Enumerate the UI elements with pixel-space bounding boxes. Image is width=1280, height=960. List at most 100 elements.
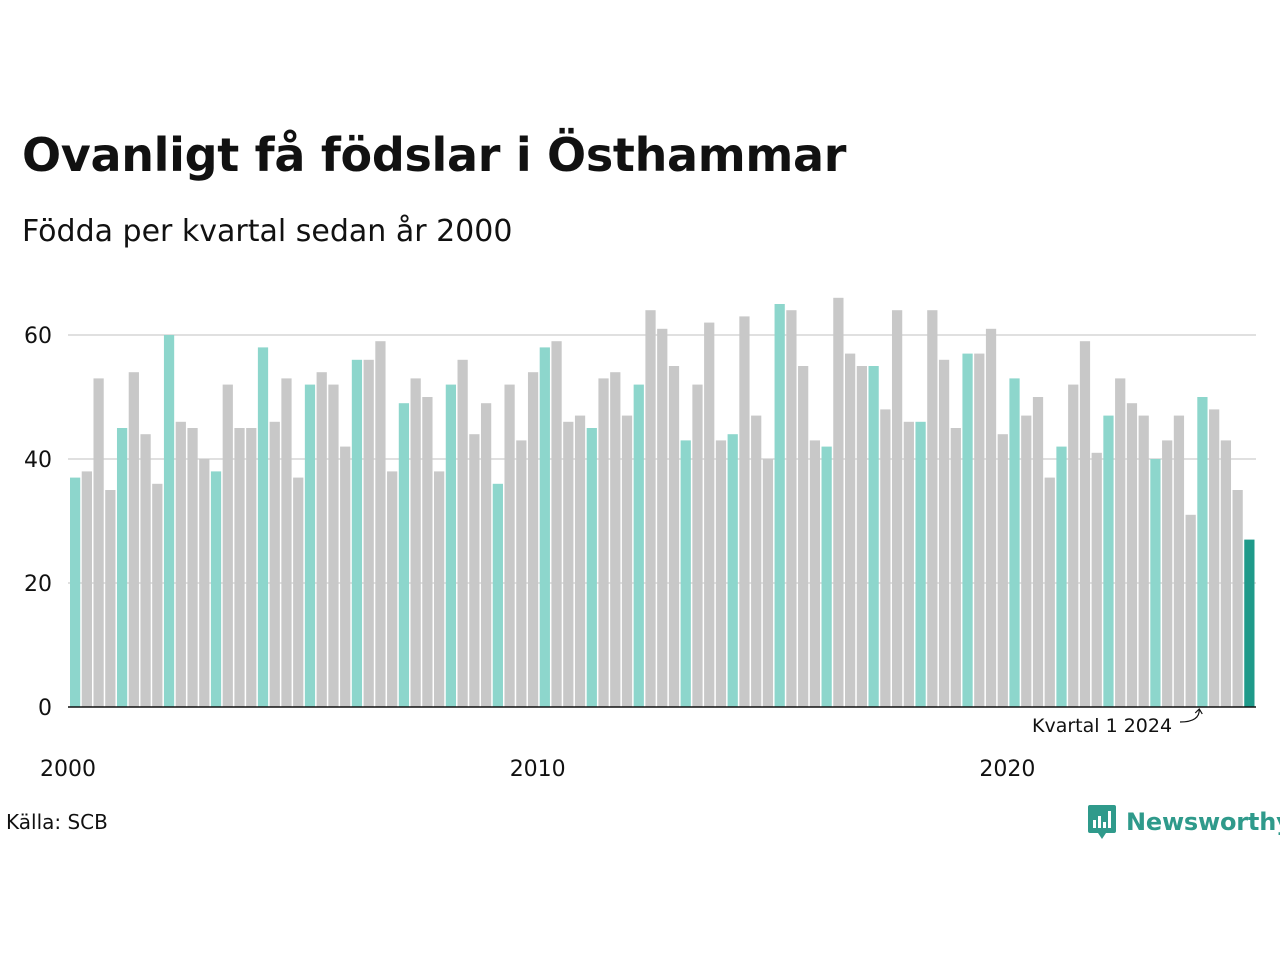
bar (387, 471, 398, 707)
bar (304, 384, 316, 707)
bar (81, 471, 92, 707)
bar (727, 434, 738, 707)
bar (657, 328, 668, 707)
bar (375, 341, 386, 707)
bar (1103, 415, 1114, 707)
bar (833, 297, 844, 707)
axes: 0 20 40 60 2000 2010 2020 (24, 324, 1256, 782)
bar (469, 434, 480, 707)
bar (1126, 403, 1138, 707)
bar (645, 310, 656, 707)
bar (586, 428, 597, 707)
bar (1079, 341, 1091, 707)
bar (398, 403, 410, 707)
bars (70, 297, 1255, 707)
bar (316, 372, 327, 707)
bar (610, 372, 621, 707)
bar (257, 347, 269, 707)
bar (903, 421, 914, 707)
bar (222, 384, 233, 707)
bar (715, 440, 727, 707)
bar (410, 378, 421, 707)
bar (128, 372, 139, 707)
bar (927, 310, 938, 707)
bar (1091, 452, 1102, 707)
x-tick-label: 2010 (510, 757, 566, 782)
bar (704, 322, 715, 707)
bar (621, 415, 633, 707)
bar (516, 440, 527, 707)
bar (199, 459, 210, 707)
bar (269, 421, 280, 707)
bar (1173, 415, 1185, 707)
annotation-label: Kvartal 1 2024 (1032, 715, 1172, 737)
bar (1150, 459, 1161, 707)
bar (504, 384, 515, 707)
bar (798, 366, 809, 707)
bar (774, 304, 785, 707)
bar (598, 378, 609, 707)
y-tick-label: 40 (24, 448, 52, 473)
bar (234, 428, 245, 707)
bar (210, 471, 222, 707)
bar (457, 359, 468, 707)
bar (70, 477, 81, 707)
bar (152, 483, 163, 707)
bar (868, 366, 879, 707)
annotation: Kvartal 1 2024 (1032, 708, 1203, 737)
y-tick-label: 0 (38, 696, 52, 721)
bar (739, 316, 750, 707)
bar (1009, 378, 1020, 707)
bar (539, 347, 550, 707)
bar-chart: 0 20 40 60 2000 2010 2020 Kvartal 1 2024 (24, 297, 1256, 782)
bar (434, 471, 445, 707)
bar (1185, 514, 1196, 707)
bar (163, 335, 175, 707)
logo-text: Newsworthy (1126, 808, 1280, 836)
bar (1068, 384, 1079, 707)
bar (527, 372, 539, 707)
bar (140, 434, 151, 707)
annotation-arrow (1179, 708, 1200, 723)
bar (187, 428, 198, 707)
bar (1021, 415, 1032, 707)
bar (668, 366, 680, 707)
chart-title: Ovanligt få födslar i Östhammar (22, 128, 847, 182)
bar (363, 359, 374, 707)
bar (985, 328, 997, 707)
bar (492, 483, 503, 707)
bar (1162, 440, 1173, 707)
bar (1138, 415, 1149, 707)
bar (445, 384, 457, 707)
bar (880, 409, 891, 707)
bar (938, 359, 950, 707)
newsworthy-logo: Newsworthy (1088, 802, 1280, 842)
bar (281, 378, 292, 707)
bar (293, 477, 304, 707)
bar (915, 421, 926, 707)
bar (962, 353, 973, 707)
bar (246, 428, 257, 707)
bar (480, 403, 492, 707)
bar (845, 353, 856, 707)
bar (563, 421, 574, 707)
bar (1044, 477, 1055, 707)
x-tick-label: 2000 (40, 757, 96, 782)
bar (328, 384, 339, 707)
annotation-arrowhead (1194, 708, 1203, 715)
source-note: Källa: SCB (6, 810, 108, 834)
bar (1115, 378, 1126, 707)
newsworthy-bar-icon (1088, 805, 1116, 839)
bar (574, 415, 586, 707)
chart-subtitle: Födda per kvartal sedan år 2000 (22, 214, 513, 249)
bar (1209, 409, 1220, 707)
bar (551, 341, 562, 707)
bar (997, 434, 1008, 707)
bar (1056, 446, 1067, 707)
bar (950, 428, 961, 707)
bar (1232, 490, 1243, 707)
bar (116, 428, 128, 707)
bar (1197, 397, 1208, 707)
y-tick-label: 60 (24, 324, 52, 349)
bar (809, 440, 821, 707)
